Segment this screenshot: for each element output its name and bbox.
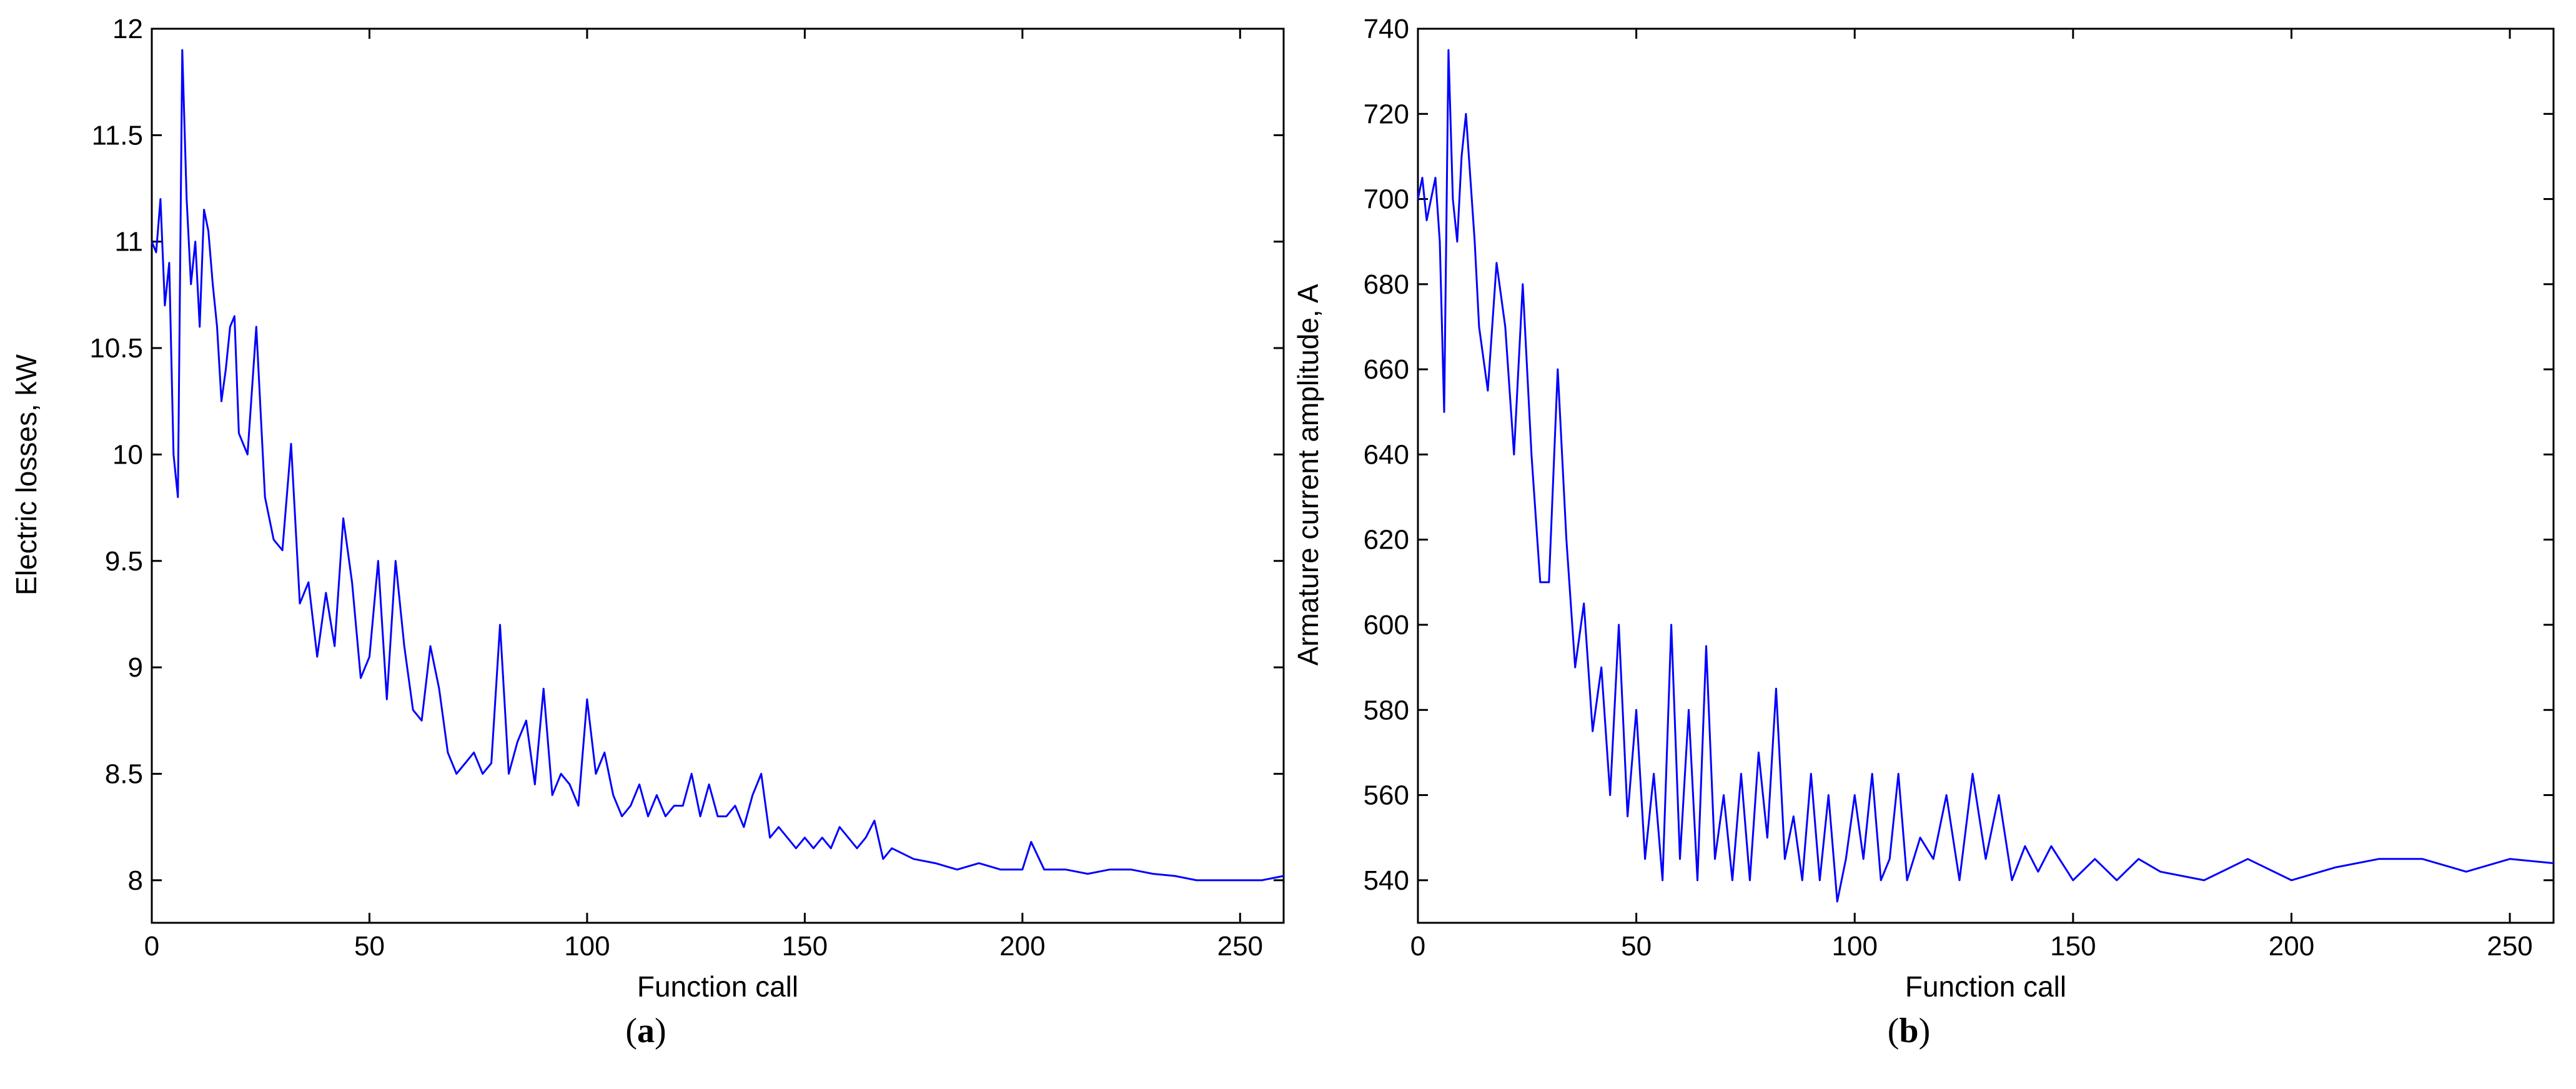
plot-frame bbox=[1417, 27, 2555, 924]
caption-close: ) bbox=[1919, 1012, 1931, 1050]
x-tick-label: 250 bbox=[1217, 931, 1263, 962]
caption-close: ) bbox=[655, 1012, 666, 1050]
chart-panel-a: 0 50 100 150 200 250 8 8.5 9 9.5 10 10.5 11 11.5 12 Fun… bbox=[10, 14, 1285, 1050]
y-tick-label: 740 bbox=[1364, 14, 1409, 44]
y-tick-label: 12 bbox=[112, 14, 143, 44]
y-tick-label: 560 bbox=[1364, 780, 1409, 811]
x-axis-label: Function call bbox=[1905, 970, 2066, 1003]
y-tick-label: 8.5 bbox=[105, 759, 143, 790]
x-tick-label: 100 bbox=[564, 931, 610, 962]
x-tick-label: 0 bbox=[1410, 931, 1425, 962]
y-tick-label: 600 bbox=[1364, 610, 1409, 640]
y-tick-label: 580 bbox=[1364, 695, 1409, 725]
y-tick-label: 11 bbox=[114, 227, 143, 257]
caption-letter: b bbox=[1899, 1012, 1918, 1050]
x-tick-label: 150 bbox=[2050, 931, 2096, 962]
y-tick-label: 11.5 bbox=[92, 120, 143, 151]
x-tick-label: 250 bbox=[2487, 931, 2532, 962]
x-tick-label: 50 bbox=[1621, 931, 1652, 962]
y-tick-label: 10.5 bbox=[89, 333, 143, 364]
series-line bbox=[151, 49, 1284, 882]
y-tick-label: 9 bbox=[128, 652, 143, 683]
caption-letter: a bbox=[637, 1012, 655, 1050]
y-tick-label: 620 bbox=[1364, 525, 1409, 555]
caption-open: ( bbox=[1888, 1012, 1900, 1050]
y-tick-label: 540 bbox=[1364, 865, 1409, 896]
chart-panel-b: 0 50 100 150 200 250 540 560 580 600 620 640 660 680 7… bbox=[1292, 14, 2555, 1050]
x-axis-label: Function call bbox=[637, 970, 798, 1003]
y-axis-label: Electric losses, kW bbox=[10, 354, 42, 595]
y-tick-label: 680 bbox=[1364, 269, 1409, 300]
panel-caption: (b) bbox=[1888, 1012, 1930, 1050]
x-tick-label: 200 bbox=[999, 931, 1045, 962]
x-tick-label: 200 bbox=[2269, 931, 2314, 962]
x-tick-label: 100 bbox=[1832, 931, 1878, 962]
y-tick-label: 10 bbox=[112, 439, 143, 470]
y-tick-label: 9.5 bbox=[105, 546, 143, 577]
x-tick-label: 150 bbox=[782, 931, 828, 962]
series-line bbox=[1417, 49, 2554, 903]
plot-frame bbox=[151, 27, 1285, 924]
y-tick-label: 660 bbox=[1364, 354, 1409, 385]
x-tick-label: 0 bbox=[144, 931, 159, 962]
y-tick-label: 640 bbox=[1364, 439, 1409, 470]
y-tick-label: 700 bbox=[1364, 184, 1409, 215]
panel-caption: (a) bbox=[625, 1012, 666, 1050]
y-axis-label: Armature current amplitude, A bbox=[1292, 284, 1324, 665]
y-tick-label: 720 bbox=[1364, 99, 1409, 129]
x-tick-label: 50 bbox=[354, 931, 385, 962]
y-tick-label: 8 bbox=[128, 865, 143, 896]
caption-open: ( bbox=[625, 1012, 637, 1050]
